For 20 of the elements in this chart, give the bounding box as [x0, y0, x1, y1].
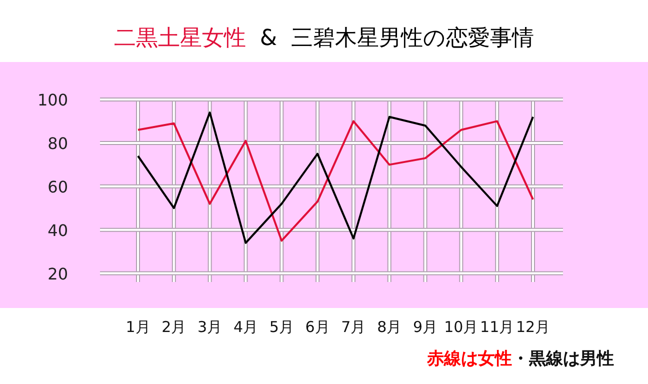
x-tick-label: 6月 — [305, 318, 330, 336]
text: ・黒線は男性 — [512, 349, 614, 369]
x-tick-label: 12月 — [516, 318, 550, 336]
x-tick-label: 10月 — [444, 318, 478, 336]
y-tick-label: 40 — [48, 220, 68, 240]
y-tick-label: 60 — [48, 177, 68, 196]
text: 赤線は女性 — [426, 349, 512, 369]
x-tick-label: 1月 — [126, 318, 150, 336]
x-tick-label: 7月 — [341, 318, 366, 336]
x-tick-label: 4月 — [233, 318, 258, 336]
x-tick-label: 5月 — [269, 318, 294, 336]
y-tick-label: 20 — [48, 264, 68, 284]
x-tick-label: 8月 — [377, 318, 402, 336]
chart-title: 二黒土星女性 & 三碧木星男性の恋愛事情 — [114, 26, 534, 51]
x-tick-label: 11月 — [480, 318, 514, 336]
x-tick-label: 3月 — [198, 318, 222, 336]
y-tick-label: 80 — [48, 134, 68, 153]
y-tick-label: 100 — [37, 90, 68, 110]
x-tick-label: 2月 — [162, 318, 186, 336]
x-tick-label: 9月 — [413, 318, 438, 336]
